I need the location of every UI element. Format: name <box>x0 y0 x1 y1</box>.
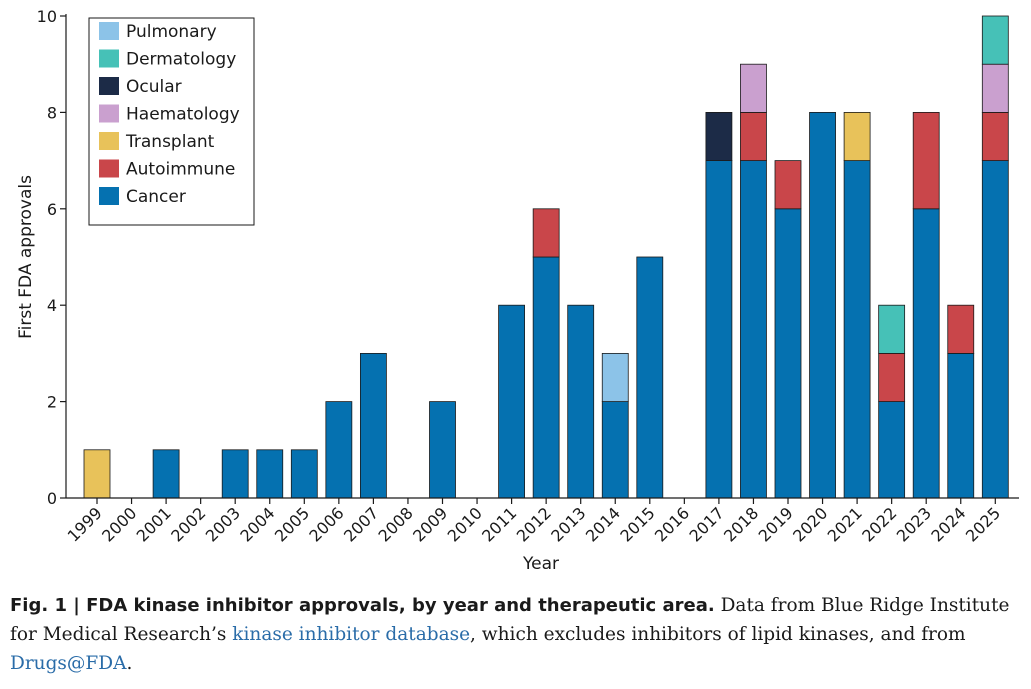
legend-label-ocular: Ocular <box>126 77 182 97</box>
bar-2014-cancer <box>601 401 629 499</box>
bar-2025-dermatology <box>981 15 1009 65</box>
x-tick-label-2008: 2008 <box>375 503 417 545</box>
x-tick-label-2004: 2004 <box>236 503 278 545</box>
caption-text-2: , which excludes inhibitors of lipid kin… <box>470 624 966 645</box>
x-tick-label-2003: 2003 <box>202 503 244 545</box>
legend: Pulmonary Dermatology Ocular Haematology Tra… <box>88 17 255 226</box>
bar-2015-cancer <box>636 256 664 499</box>
legend-swatch-haematology <box>99 104 119 123</box>
x-tick-label-2009: 2009 <box>409 503 451 545</box>
x-tick-label-2025: 2025 <box>962 503 1004 545</box>
bar-2004-cancer <box>256 449 284 499</box>
x-tick-label-2023: 2023 <box>893 503 935 545</box>
legend-swatch-dermatology <box>99 49 119 68</box>
y-axis-label: First FDA approvals <box>16 175 36 339</box>
y-tick-label-4: 4 <box>47 296 57 315</box>
legend-label-pulmonary: Pulmonary <box>126 22 217 42</box>
x-tick-label-2011: 2011 <box>478 503 520 545</box>
bar-2021-transplant <box>843 112 871 162</box>
x-tick-label-2019: 2019 <box>755 503 797 545</box>
kinase-database-link[interactable]: kinase inhibitor database <box>232 624 471 645</box>
y-tick-label-10: 10 <box>37 7 57 26</box>
caption-text-1: Data from Blue Ridge Institute for Medic… <box>10 595 1010 645</box>
bar-2006-cancer <box>325 401 353 499</box>
x-tick-label-2007: 2007 <box>340 503 382 545</box>
bar-2009-cancer <box>429 401 456 499</box>
x-tick-label-2021: 2021 <box>824 503 866 545</box>
bar-2019-cancer <box>774 208 802 499</box>
bar-2019-autoimmune <box>774 160 802 210</box>
legend-label-haematology: Haematology <box>126 105 240 125</box>
bar-2017-ocular <box>705 112 733 162</box>
bar-2012-cancer <box>532 256 560 499</box>
bar-2023-cancer <box>912 208 940 499</box>
legend-swatch-autoimmune <box>99 159 119 178</box>
x-tick-label-2005: 2005 <box>271 503 313 545</box>
y-tick-label-2: 2 <box>47 393 57 412</box>
chart: 0246810199920002001200220032004200520062… <box>16 7 1019 574</box>
bar-2022-autoimmune <box>878 352 906 402</box>
x-tick-label-2015: 2015 <box>616 503 658 545</box>
x-tick-label-1999: 1999 <box>64 503 106 545</box>
bar-2021-cancer <box>843 160 871 499</box>
caption-text-3: . <box>126 653 133 674</box>
drugs-fda-link[interactable]: Drugs@FDA <box>10 653 127 674</box>
legend-label-cancer: Cancer <box>126 187 186 207</box>
y-tick-label-8: 8 <box>47 103 57 122</box>
legend-swatch-pulmonary <box>99 22 119 40</box>
x-tick-label-2010: 2010 <box>444 503 486 545</box>
x-tick-label-2013: 2013 <box>547 503 589 545</box>
bar-2025-autoimmune <box>981 112 1009 162</box>
bar-1999-transplant <box>83 449 111 499</box>
bar-2018-autoimmune <box>740 112 767 162</box>
x-tick-label-2002: 2002 <box>167 503 209 545</box>
x-tick-label-2022: 2022 <box>858 503 900 545</box>
x-tick-label-2014: 2014 <box>582 503 624 545</box>
x-tick-label-2012: 2012 <box>513 503 555 545</box>
bar-2020-cancer <box>809 112 836 499</box>
bar-2018-cancer <box>740 160 767 499</box>
bars-group <box>83 15 1009 499</box>
y-tick-label-6: 6 <box>47 200 57 219</box>
legend-swatch-cancer <box>99 187 119 205</box>
caption-title: Fig. 1 | FDA kinase inhibitor approvals,… <box>10 595 715 616</box>
x-axis-label: Year <box>522 554 559 574</box>
bar-2003-cancer <box>221 449 249 499</box>
x-tick-label-2020: 2020 <box>789 503 831 545</box>
bar-2025-haematology <box>981 63 1009 113</box>
legend-swatch-transplant <box>99 132 119 150</box>
bar-2024-autoimmune <box>947 304 975 354</box>
bar-2005-cancer <box>290 449 318 499</box>
bar-2017-cancer <box>705 160 733 499</box>
legend-swatch-ocular <box>99 77 119 95</box>
bar-2023-autoimmune <box>912 112 940 210</box>
bar-2012-autoimmune <box>532 208 560 258</box>
bar-2022-cancer <box>878 401 906 499</box>
bar-2007-cancer <box>359 352 387 499</box>
bar-2014-pulmonary <box>601 352 629 402</box>
bar-2001-cancer <box>152 449 180 499</box>
bar-2018-haematology <box>740 63 767 113</box>
x-tick-label-2000: 2000 <box>98 503 140 545</box>
figure-caption: Fig. 1 | FDA kinase inhibitor approvals,… <box>10 591 1020 678</box>
legend-label-transplant: Transplant <box>125 132 215 152</box>
x-tick-label-2006: 2006 <box>305 503 347 545</box>
bar-2025-cancer <box>981 160 1009 499</box>
x-tick-label-2016: 2016 <box>651 503 693 545</box>
bar-2013-cancer <box>567 304 595 499</box>
bar-2024-cancer <box>947 352 975 499</box>
x-tick-label-2024: 2024 <box>927 503 969 545</box>
y-tick-label-0: 0 <box>47 489 57 508</box>
bar-2011-cancer <box>498 304 526 499</box>
legend-label-dermatology: Dermatology <box>126 50 236 70</box>
legend-label-autoimmune: Autoimmune <box>126 160 235 180</box>
x-tick-label-2017: 2017 <box>686 503 728 545</box>
x-tick-label-2001: 2001 <box>133 503 175 545</box>
x-tick-label-2018: 2018 <box>720 503 762 545</box>
bar-2022-dermatology <box>878 304 906 354</box>
